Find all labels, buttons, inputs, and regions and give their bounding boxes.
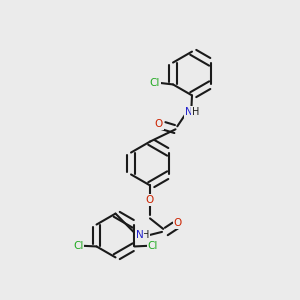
Text: Cl: Cl (150, 78, 160, 88)
Text: O: O (146, 195, 154, 205)
Text: O: O (155, 119, 163, 129)
Text: Cl: Cl (147, 241, 158, 251)
Text: O: O (173, 218, 182, 229)
Text: N: N (136, 230, 143, 240)
Text: N: N (185, 107, 193, 117)
Text: H: H (142, 230, 150, 240)
Text: Cl: Cl (73, 241, 84, 251)
Text: H: H (192, 107, 199, 117)
